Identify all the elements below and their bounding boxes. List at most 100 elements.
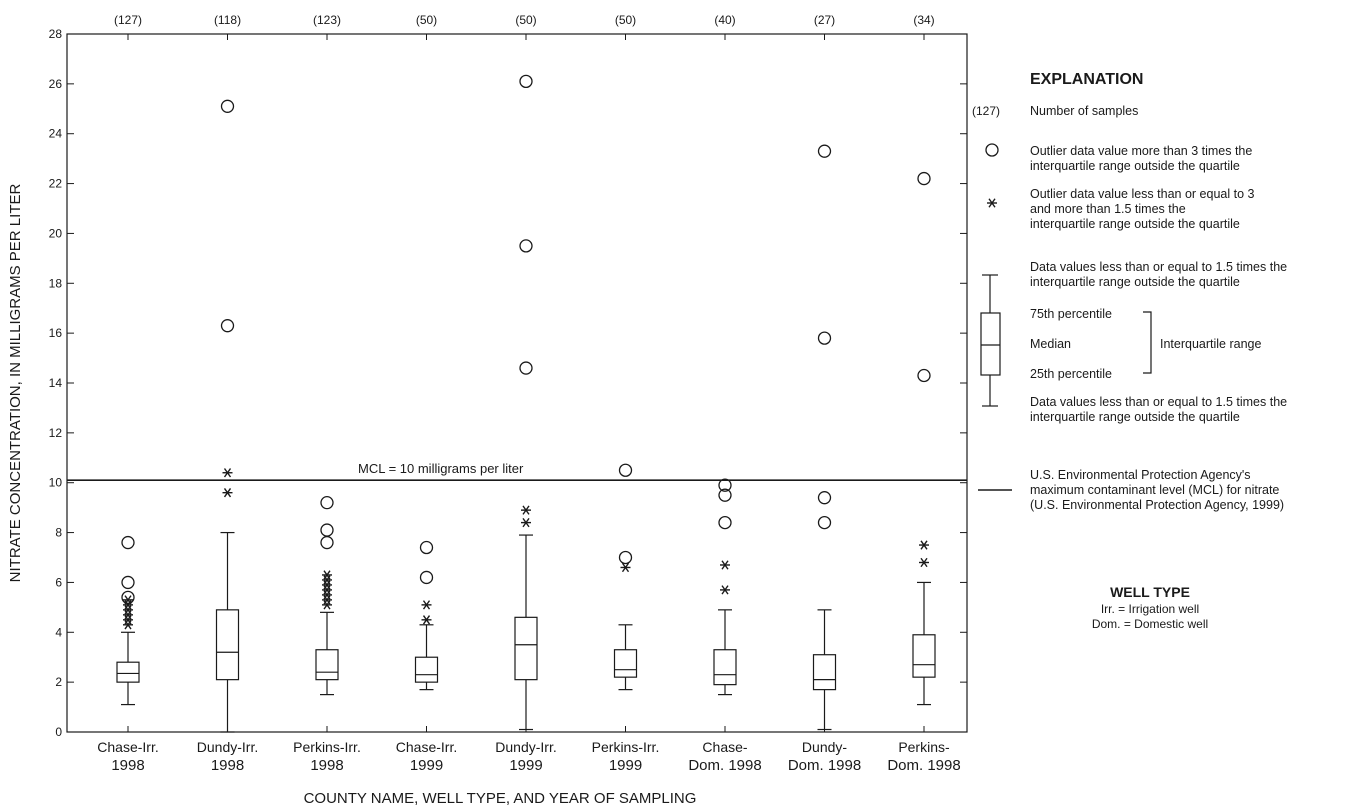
x-tick-label: Chase-Irr. xyxy=(97,739,158,755)
legend-star-outlier-symbol xyxy=(987,198,997,208)
star-outlier xyxy=(322,570,332,580)
sample-count-label: (40) xyxy=(714,13,735,27)
box-group xyxy=(812,144,837,731)
iqr-box xyxy=(812,654,837,691)
sample-count-label: (27) xyxy=(814,13,835,27)
x-tick-label: Chase- xyxy=(702,739,747,755)
iqr-box xyxy=(713,649,737,686)
box-group xyxy=(514,74,538,731)
circle-outlier xyxy=(618,463,633,477)
sample-count-label: (50) xyxy=(416,13,437,27)
sample-count-label: (127) xyxy=(114,13,142,27)
sample-count-label: (50) xyxy=(515,13,536,27)
y-tick-label: 0 xyxy=(55,725,62,739)
y-tick-label: 12 xyxy=(49,426,63,440)
legend-mcl-line3: (U.S. Environmental Protection Agency, 1… xyxy=(1030,498,1284,512)
iqr-box xyxy=(414,656,439,683)
star-outlier xyxy=(322,600,332,610)
iqr-box xyxy=(613,649,638,678)
iqr-box xyxy=(912,634,936,678)
star-outlier xyxy=(123,615,133,625)
circle-outlier xyxy=(718,478,732,492)
box-series xyxy=(116,74,936,733)
iqr-box xyxy=(215,609,240,681)
y-tick-label: 24 xyxy=(49,127,63,141)
iqr-box xyxy=(315,649,339,681)
y-tick-label: 16 xyxy=(49,326,63,340)
star-outlier xyxy=(322,575,332,585)
star-outlier xyxy=(222,468,233,478)
well-type-irr: Irr. = Irrigation well xyxy=(1101,602,1199,616)
legend-n-text: Number of samples xyxy=(1030,104,1138,118)
x-tick-label: Dom. 1998 xyxy=(887,757,960,774)
star-outlier xyxy=(123,610,133,620)
legend-lower-line2: interquartile range outside the quartile xyxy=(1030,410,1240,424)
circle-outlier xyxy=(419,540,434,555)
sample-count-label: (34) xyxy=(913,13,934,27)
iqr-box xyxy=(116,661,140,683)
legend-p75: 75th percentile xyxy=(1030,307,1112,321)
legend-star-glyph xyxy=(987,198,997,208)
legend-mcl-line2: maximum contaminant level (MCL) for nitr… xyxy=(1030,483,1279,497)
box-group xyxy=(713,478,737,696)
star-outlier xyxy=(421,615,432,625)
y-tick-label: 20 xyxy=(49,226,63,240)
legend-star-line2: and more than 1.5 times the xyxy=(1030,202,1186,216)
legend-sample-box xyxy=(980,274,1001,407)
x-tick-label: Dom. 1998 xyxy=(688,757,761,774)
x-tick-label: 1998 xyxy=(111,757,144,774)
legend-upper-line1: Data values less than or equal to 1.5 ti… xyxy=(1030,260,1287,274)
iqr-box xyxy=(514,616,538,681)
star-outlier xyxy=(521,517,531,528)
x-tick-label: Dundy-Irr. xyxy=(197,739,258,755)
legend-circle-outlier-symbol xyxy=(985,143,999,157)
y-tick-label: 28 xyxy=(49,27,63,41)
explanation-legend: EXPLANATION (127) Number of samples Outl… xyxy=(972,71,1287,631)
circle-outlier xyxy=(917,368,931,383)
x-tick-label: Perkins- xyxy=(898,739,950,755)
circle-outlier xyxy=(817,331,832,345)
x-axis-category-labels: Chase-Irr. 1998 Dundy-Irr. 1998 Perkins-Irr.… xyxy=(97,739,960,774)
circle-outlier xyxy=(519,239,533,253)
y-tick-label: 18 xyxy=(49,276,63,290)
x-tick-label: Dundy- xyxy=(802,739,847,755)
box-group xyxy=(912,171,936,706)
x-tick-label: 1999 xyxy=(410,757,443,774)
sample-count-labels: (127) (118) (123) (50) (50) (50) (40) (27) (34) xyxy=(114,13,935,732)
legend-p25: 25th percentile xyxy=(1030,367,1112,381)
x-tick-label: 1999 xyxy=(509,757,542,774)
circle-outlier xyxy=(121,575,135,590)
x-tick-label: Dom. 1998 xyxy=(788,757,861,774)
star-outlier xyxy=(720,585,730,595)
box-group xyxy=(116,535,140,706)
star-outlier xyxy=(919,540,929,550)
circle-outlier xyxy=(718,515,732,530)
star-outlier xyxy=(322,585,332,595)
x-tick-label: Chase-Irr. xyxy=(396,739,457,755)
legend-lower-line1: Data values less than or equal to 1.5 ti… xyxy=(1030,395,1287,409)
y-tick-label: 6 xyxy=(55,575,62,589)
legend-iqr: Interquartile range xyxy=(1160,337,1262,351)
circle-outlier xyxy=(320,523,334,537)
circle-outlier xyxy=(817,515,832,530)
star-outlier xyxy=(123,605,133,615)
circle-outlier xyxy=(320,496,334,510)
x-tick-label: Dundy-Irr. xyxy=(495,739,556,755)
circle-outlier xyxy=(519,74,533,89)
x-tick-label: Perkins-Irr. xyxy=(592,739,660,755)
star-outlier xyxy=(919,557,929,568)
circle-outlier xyxy=(618,550,633,565)
legend-iqr-bracket xyxy=(1143,311,1152,374)
y-tick-label: 22 xyxy=(49,177,63,191)
x-tick-label: Perkins-Irr. xyxy=(293,739,361,755)
sample-count-label: (123) xyxy=(313,13,341,27)
x-axis-title: COUNTY NAME, WELL TYPE, AND YEAR OF SAMP… xyxy=(304,790,697,807)
legend-mcl-line1: U.S. Environmental Protection Agency's xyxy=(1030,468,1251,482)
legend-n-sample: (127) xyxy=(972,104,1000,118)
legend-median: Median xyxy=(1030,337,1071,351)
x-tick-label: 1998 xyxy=(310,757,343,774)
star-outlier xyxy=(222,488,233,498)
circle-outlier xyxy=(419,570,434,585)
star-outlier xyxy=(421,600,432,610)
